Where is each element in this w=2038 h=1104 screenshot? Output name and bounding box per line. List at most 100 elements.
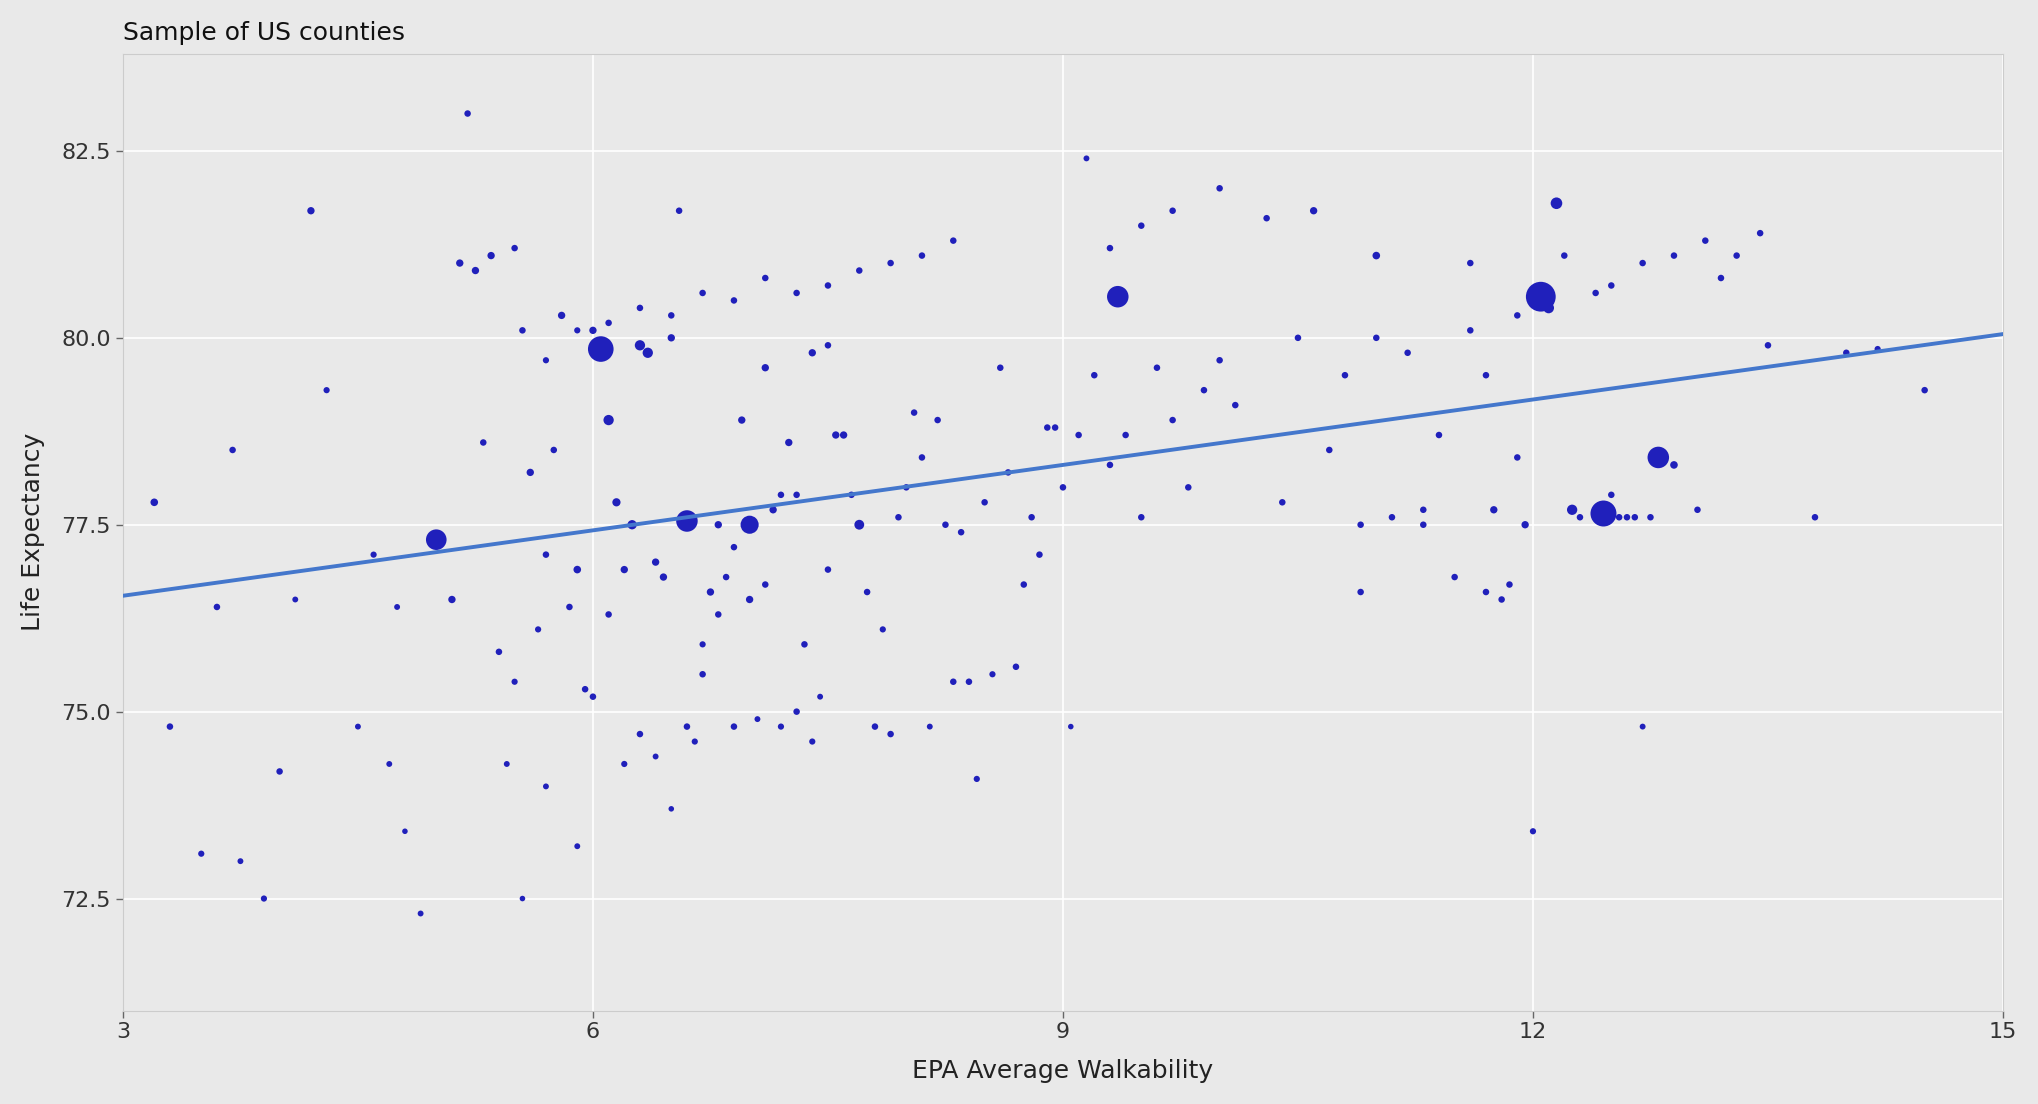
Point [827, 426, 860, 444]
Point [1830, 344, 1863, 362]
Point [1690, 232, 1722, 250]
Point [640, 553, 673, 571]
Point [874, 254, 907, 272]
Point [1533, 299, 1565, 317]
Point [734, 591, 766, 608]
Point [1094, 456, 1127, 474]
Point [1502, 307, 1535, 325]
Point [1704, 269, 1736, 287]
Point [1469, 367, 1502, 384]
Point [671, 512, 703, 530]
Point [797, 344, 829, 362]
Point [662, 202, 695, 220]
Point [1800, 509, 1832, 527]
Point [709, 569, 742, 586]
Point [819, 426, 852, 444]
Point [560, 561, 593, 578]
Point [593, 411, 626, 428]
Point [899, 404, 931, 422]
Point [1549, 247, 1581, 265]
Point [671, 718, 703, 735]
Point [279, 591, 312, 608]
Point [952, 673, 984, 691]
Point [607, 755, 640, 773]
Point [750, 269, 783, 287]
Point [960, 771, 993, 788]
Point [866, 620, 899, 638]
Point [1657, 247, 1690, 265]
Point [1202, 180, 1235, 198]
Point [530, 545, 562, 563]
Point [1494, 575, 1526, 593]
Point [1681, 501, 1714, 519]
Point [1439, 569, 1471, 586]
Point [1156, 411, 1188, 428]
Point [929, 516, 962, 533]
Point [797, 733, 829, 751]
Point [1039, 418, 1072, 436]
Point [1610, 509, 1643, 527]
Point [1643, 448, 1675, 466]
X-axis label: EPA Average Walkability: EPA Average Walkability [913, 1059, 1213, 1083]
Point [701, 606, 734, 624]
Point [1062, 426, 1094, 444]
Point [459, 262, 491, 279]
Point [687, 636, 719, 654]
Point [296, 202, 328, 220]
Point [552, 598, 585, 616]
Point [1125, 509, 1158, 527]
Point [530, 351, 562, 369]
Point [224, 852, 257, 870]
Point [1251, 210, 1284, 227]
Point [153, 718, 185, 735]
Point [450, 105, 483, 123]
Point [905, 448, 937, 466]
Point [946, 523, 978, 541]
Point [750, 359, 783, 376]
Point [1219, 396, 1251, 414]
Point [1533, 284, 1565, 301]
Point [781, 284, 813, 301]
Point [1508, 516, 1541, 533]
Point [858, 718, 891, 735]
Point [1563, 509, 1596, 527]
Point [717, 718, 750, 735]
Point [599, 493, 632, 511]
Point [1156, 202, 1188, 220]
Point [499, 240, 532, 257]
Point [1555, 501, 1588, 519]
Point [1588, 505, 1620, 522]
Point [1753, 337, 1785, 354]
Point [632, 344, 664, 362]
Point [874, 725, 907, 743]
Point [139, 493, 171, 511]
Point [1634, 509, 1667, 527]
Point [1359, 329, 1392, 347]
Point [701, 516, 734, 533]
Point [1861, 340, 1893, 358]
Point [1188, 381, 1221, 399]
Point [475, 247, 507, 265]
Point [216, 442, 249, 459]
Point [1031, 418, 1064, 436]
Point [1720, 247, 1753, 265]
Point [1453, 254, 1486, 272]
Point [687, 284, 719, 301]
Point [1406, 516, 1439, 533]
Point [505, 321, 538, 339]
Point [717, 539, 750, 556]
Point [310, 381, 342, 399]
Point [467, 434, 499, 452]
Point [1626, 718, 1659, 735]
Point [1657, 456, 1690, 474]
Point [1312, 442, 1345, 459]
Point [1502, 448, 1535, 466]
Point [1359, 247, 1392, 265]
Point [726, 411, 758, 428]
Point [585, 340, 618, 358]
Point [1172, 478, 1204, 496]
Point [1469, 583, 1502, 601]
Point [1626, 254, 1659, 272]
Point [1392, 344, 1425, 362]
Point [1070, 149, 1103, 167]
